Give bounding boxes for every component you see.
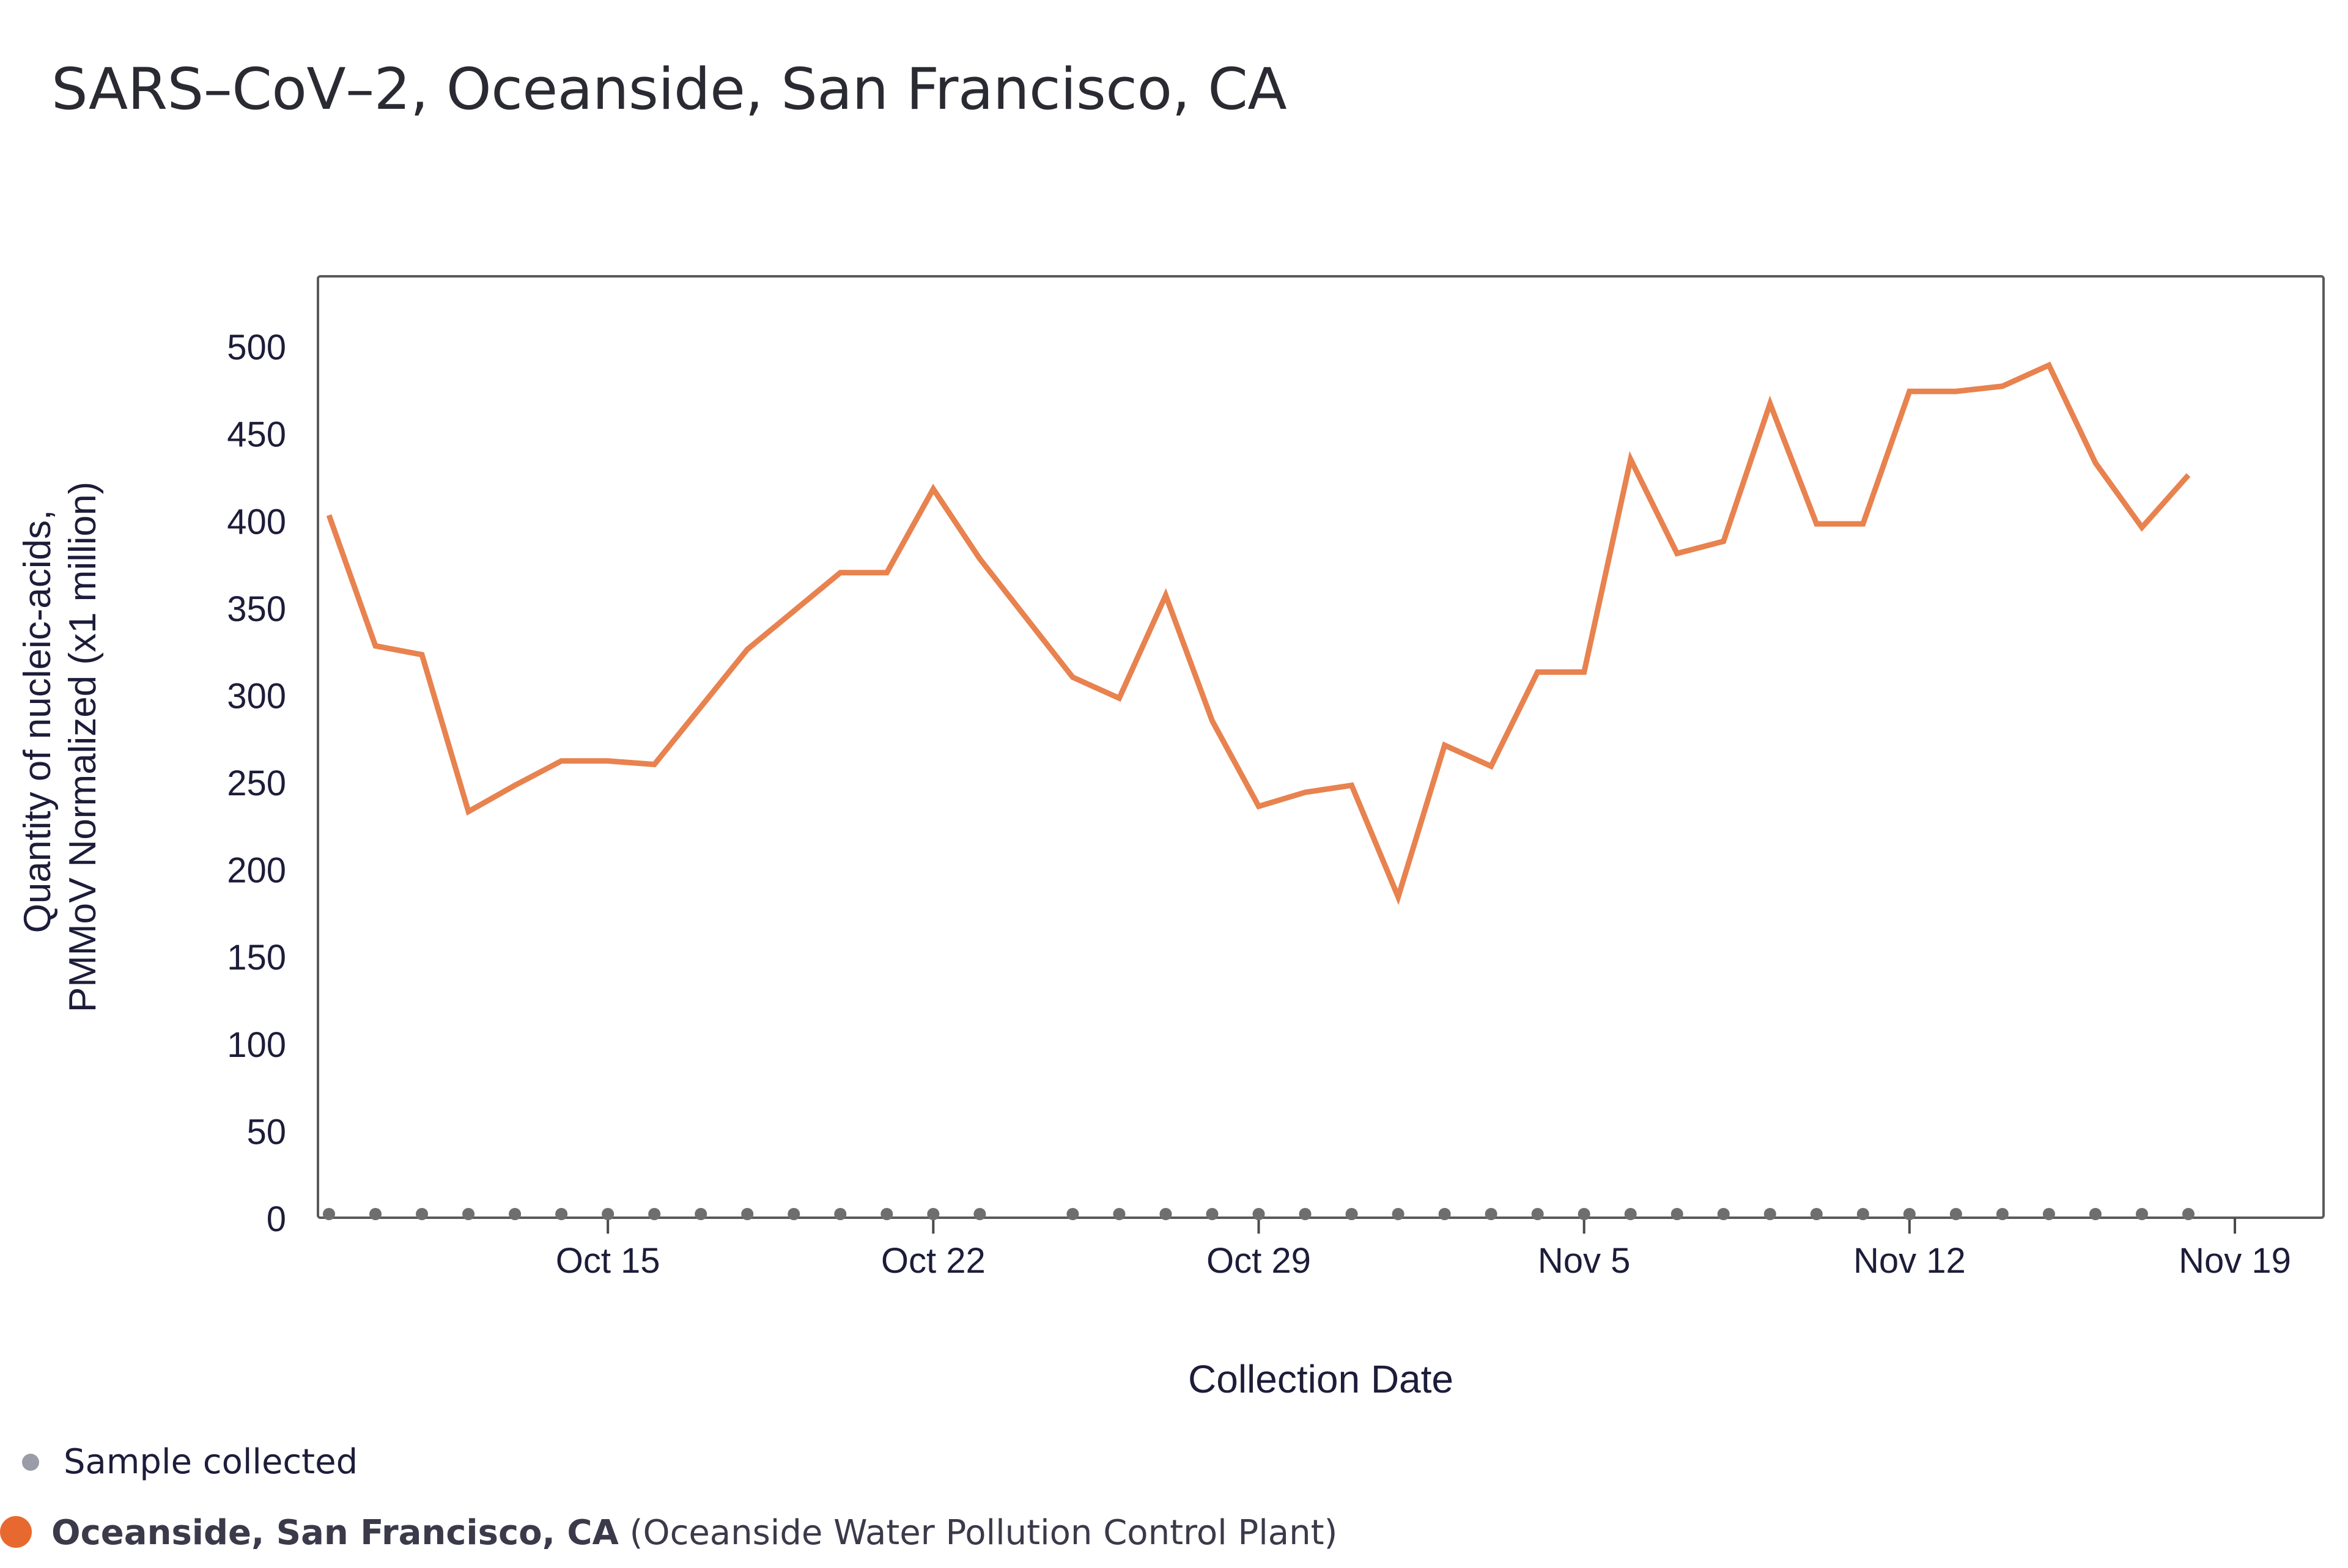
legend-series-name: Oceanside, San Francisco, CA	[51, 1513, 619, 1553]
plot-area-frame	[317, 275, 2325, 1219]
sample-marker	[2042, 1208, 2055, 1220]
legend-sample-label: Sample collected	[64, 1442, 358, 1482]
sample-marker	[1717, 1208, 1730, 1220]
x-tick-label: Oct 15	[556, 1241, 660, 1281]
sample-marker	[1252, 1208, 1265, 1220]
y-tick-label: 50	[246, 1112, 286, 1152]
series-dot-icon	[0, 1516, 32, 1548]
sample-marker	[1113, 1208, 1126, 1220]
y-tick-label: 0	[267, 1199, 286, 1239]
sample-marker	[1066, 1208, 1079, 1220]
sample-marker	[1810, 1208, 1823, 1220]
sample-marker	[1299, 1208, 1312, 1220]
x-tick-label: Nov 5	[1538, 1241, 1631, 1281]
y-tick-label: 100	[227, 1025, 286, 1065]
sample-marker	[2135, 1208, 2148, 1220]
sample-marker	[788, 1208, 800, 1220]
sample-marker	[1485, 1208, 1497, 1220]
x-tick-label: Nov 19	[2179, 1241, 2291, 1281]
sample-marker	[1671, 1208, 1683, 1220]
x-axis: Oct 15 Oct 22 Oct 29 Nov 5 Nov 12 Nov 19	[556, 1218, 2291, 1281]
y-tick-label: 450	[227, 415, 286, 455]
sample-marker	[1763, 1208, 1776, 1220]
sample-marker	[416, 1208, 429, 1220]
y-tick-label: 350	[227, 589, 286, 629]
y-tick-label: 200	[227, 851, 286, 891]
sample-marker	[1903, 1208, 1916, 1220]
sample-marker	[1949, 1208, 1962, 1220]
sample-marker	[1206, 1208, 1219, 1220]
sample-marker	[602, 1208, 615, 1220]
y-axis: 0 50 100 150 200 250 300 350 400 450 500	[227, 328, 286, 1239]
sample-dot-icon	[22, 1454, 39, 1471]
y-tick-label: 300	[227, 676, 286, 716]
x-tick-label: Oct 29	[1206, 1241, 1311, 1281]
sample-marker	[2089, 1208, 2102, 1220]
x-tick-label: Oct 22	[881, 1241, 986, 1281]
sample-marker	[1578, 1208, 1590, 1220]
legend-series-detail: (Oceanside Water Pollution Control Plant…	[629, 1513, 1338, 1553]
sample-marker	[834, 1208, 847, 1220]
series-layer	[326, 361, 2191, 905]
sample-marker	[1856, 1208, 1869, 1220]
y-tick-label: 150	[227, 938, 286, 977]
sample-marker	[462, 1208, 475, 1220]
y-tick-label: 500	[227, 328, 286, 367]
sample-marker	[555, 1208, 568, 1220]
series-line	[326, 361, 2191, 905]
sample-marker	[2182, 1208, 2195, 1220]
y-axis-title-line1: Quantity of nucleic-acids,	[17, 510, 59, 933]
sample-marker	[1392, 1208, 1405, 1220]
chart-title: SARS–CoV–2, Oceanside, San Francisco, CA	[51, 56, 1287, 123]
sample-marker	[973, 1208, 986, 1220]
sample-marker	[1624, 1208, 1637, 1220]
y-axis-title-line2: PMMoV Normalized (x1 million)	[62, 482, 104, 1012]
sample-marker	[1438, 1208, 1451, 1220]
x-axis-title: Collection Date	[1188, 1357, 1453, 1401]
sample-marker	[695, 1208, 707, 1220]
x-tick-label: Nov 12	[1853, 1241, 1966, 1281]
sample-marker	[741, 1208, 754, 1220]
sample-marker	[369, 1208, 382, 1220]
y-tick-label: 250	[227, 764, 286, 803]
sample-marker	[927, 1208, 940, 1220]
sample-marker	[323, 1208, 335, 1220]
sample-marker	[1159, 1208, 1172, 1220]
sample-marker	[1996, 1208, 2009, 1220]
sample-marker	[1531, 1208, 1544, 1220]
sample-markers	[323, 1208, 2195, 1220]
sample-marker	[648, 1208, 661, 1220]
y-tick-label: 400	[227, 502, 286, 542]
sample-marker	[1345, 1208, 1358, 1220]
legend-series-label: Oceanside, San Francisco, CA (Oceanside …	[51, 1507, 1337, 1559]
sample-marker	[880, 1208, 893, 1220]
sample-marker	[509, 1208, 522, 1220]
